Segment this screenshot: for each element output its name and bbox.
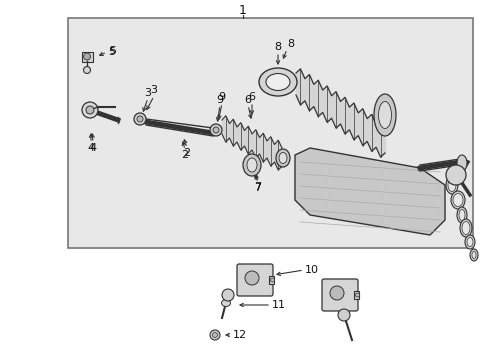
FancyBboxPatch shape xyxy=(321,279,357,311)
Text: 5: 5 xyxy=(108,47,115,57)
Circle shape xyxy=(222,289,234,301)
Text: 8: 8 xyxy=(274,42,281,52)
Ellipse shape xyxy=(445,176,457,194)
Ellipse shape xyxy=(450,191,464,209)
Bar xyxy=(68,18,472,248)
Text: 6: 6 xyxy=(244,95,251,105)
Ellipse shape xyxy=(458,210,464,220)
Ellipse shape xyxy=(246,158,257,172)
Bar xyxy=(353,291,358,299)
Circle shape xyxy=(83,53,90,60)
Circle shape xyxy=(209,124,222,136)
Text: 12: 12 xyxy=(232,330,246,340)
Circle shape xyxy=(445,165,465,185)
Circle shape xyxy=(337,309,349,321)
Ellipse shape xyxy=(459,219,471,237)
Ellipse shape xyxy=(243,154,261,176)
Ellipse shape xyxy=(461,221,469,234)
Text: 4: 4 xyxy=(89,143,96,153)
Circle shape xyxy=(355,293,359,297)
Text: 2: 2 xyxy=(183,148,190,158)
Circle shape xyxy=(213,127,219,133)
Ellipse shape xyxy=(452,194,462,207)
Circle shape xyxy=(244,271,259,285)
Circle shape xyxy=(137,116,142,122)
Ellipse shape xyxy=(378,102,391,129)
Text: 3: 3 xyxy=(144,88,151,98)
Circle shape xyxy=(83,67,90,73)
Text: 5: 5 xyxy=(109,46,116,56)
Circle shape xyxy=(82,102,98,118)
Ellipse shape xyxy=(464,235,474,249)
Text: 1: 1 xyxy=(239,4,246,17)
Ellipse shape xyxy=(471,252,475,258)
Bar xyxy=(268,276,273,284)
FancyBboxPatch shape xyxy=(237,264,272,296)
Ellipse shape xyxy=(447,179,455,192)
Ellipse shape xyxy=(373,94,395,136)
Text: 7: 7 xyxy=(254,183,261,193)
Text: 3: 3 xyxy=(150,85,157,95)
Text: 9: 9 xyxy=(216,95,223,105)
Ellipse shape xyxy=(259,68,296,96)
Circle shape xyxy=(270,278,274,282)
Ellipse shape xyxy=(279,153,286,163)
Ellipse shape xyxy=(456,207,466,223)
Text: 7: 7 xyxy=(254,182,261,192)
Text: 6: 6 xyxy=(248,92,255,102)
Circle shape xyxy=(134,113,146,125)
Circle shape xyxy=(209,330,220,340)
Text: 8: 8 xyxy=(286,39,293,49)
Ellipse shape xyxy=(275,149,289,167)
Ellipse shape xyxy=(466,238,472,247)
Text: 9: 9 xyxy=(218,92,225,102)
Text: 2: 2 xyxy=(181,150,188,160)
FancyBboxPatch shape xyxy=(81,51,92,62)
Text: 4: 4 xyxy=(87,143,94,153)
Ellipse shape xyxy=(456,155,466,171)
Circle shape xyxy=(329,286,343,300)
Ellipse shape xyxy=(469,249,477,261)
Polygon shape xyxy=(294,148,444,235)
Ellipse shape xyxy=(265,73,289,90)
Ellipse shape xyxy=(221,300,230,306)
Text: 11: 11 xyxy=(271,300,285,310)
Circle shape xyxy=(86,106,94,114)
Text: 10: 10 xyxy=(305,265,318,275)
Circle shape xyxy=(212,333,217,338)
